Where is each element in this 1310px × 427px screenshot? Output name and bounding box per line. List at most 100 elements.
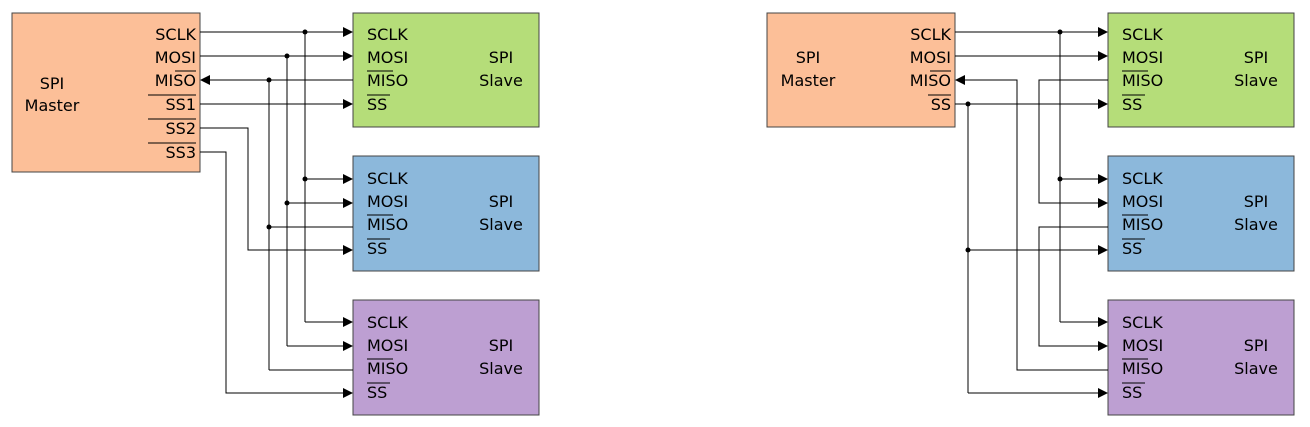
independent-slave-diagram: SPI Master SCLK MOSI MISO SS1 SS2 SS3 SC… [11, 12, 540, 416]
slave-box-2 [352, 155, 540, 272]
arrow-icon [343, 51, 353, 61]
arrow-icon [1098, 341, 1108, 351]
slave-1-title-line-2: Slave [479, 71, 523, 90]
slave-3-title-line-1: SPI [489, 336, 514, 355]
slave-block-1: SCLK MOSI MISO SS SPI Slave [1107, 12, 1295, 128]
junction-dot [1057, 176, 1063, 182]
arrow-icon [200, 75, 210, 85]
master-pin-ss2: SS2 [166, 119, 197, 138]
slave-1-pin-sclk: SCLK [1122, 25, 1163, 44]
arrow-icon [343, 388, 353, 398]
ss3-wire [200, 151, 345, 394]
slave-block-3: SCLK MOSI MISO SS SPI Slave [1107, 299, 1295, 416]
slave-2-pin-miso: MISO [367, 215, 408, 234]
slave-3-pin-ss: SS [367, 383, 387, 402]
chain-wire-1-2 [1038, 79, 1108, 204]
slave-3-pin-miso: MISO [1122, 359, 1163, 378]
slave-block-2: SCLK MOSI MISO SS SPI Slave [1107, 155, 1295, 272]
arrow-icon [1098, 198, 1108, 208]
ss2-wire [200, 127, 345, 251]
master-pin-ss1: SS1 [166, 95, 197, 114]
slave-2-pin-mosi: MOSI [367, 192, 408, 211]
slave-2-pin-sclk: SCLK [1122, 169, 1163, 188]
slave-2-pin-ss: SS [1122, 239, 1142, 258]
slave-1-pin-miso: MISO [1122, 71, 1163, 90]
master-block: SPI Master SCLK MOSI MISO SS [766, 12, 956, 128]
master-pin-ss: SS [931, 95, 951, 114]
slave-1-title-line-1: SPI [489, 48, 514, 67]
slave-3-title-line-2: Slave [479, 359, 523, 378]
slave-3-title-line-1: SPI [1244, 336, 1269, 355]
arrow-icon [343, 341, 353, 351]
slave-block-2: SCLK MOSI MISO SS SPI Slave [352, 155, 540, 272]
arrow-icon [1098, 27, 1108, 37]
master-title-line-2: Master [781, 71, 836, 90]
junction-dot [302, 176, 308, 182]
junction-dot [965, 101, 971, 107]
master-title-line-1: SPI [796, 48, 821, 67]
arrow-icon [343, 99, 353, 109]
arrow-icon [1098, 99, 1108, 109]
slave-1-title-line-1: SPI [1244, 48, 1269, 67]
arrow-icon [955, 75, 965, 85]
master-title-line-2: Master [25, 96, 80, 115]
master-pin-mosi: MOSI [155, 48, 196, 67]
master-pin-miso: MISO [155, 71, 196, 90]
junction-dot [266, 224, 272, 230]
slave-3-title-line-2: Slave [1234, 359, 1278, 378]
master-pin-mosi: MOSI [910, 48, 951, 67]
junction-dot [284, 53, 290, 59]
arrow-icon [1098, 174, 1108, 184]
arrow-icon [1098, 245, 1108, 255]
miso-wire [210, 79, 353, 371]
junction-dot [965, 247, 971, 253]
chain-wire-2-3 [1038, 226, 1108, 347]
slave-box-3 [352, 299, 540, 416]
slave-2-pin-mosi: MOSI [1122, 192, 1163, 211]
arrow-icon [343, 198, 353, 208]
slave-1-pin-sclk: SCLK [367, 25, 408, 44]
bus-wires [200, 27, 353, 398]
slave-3-pin-sclk: SCLK [1122, 313, 1163, 332]
slave-3-pin-mosi: MOSI [367, 336, 408, 355]
arrow-icon [343, 174, 353, 184]
master-pin-ss3: SS3 [166, 143, 197, 162]
slave-block-3: SCLK MOSI MISO SS SPI Slave [352, 299, 540, 416]
master-box [11, 12, 201, 173]
junction-dot [302, 29, 308, 35]
arrow-icon [343, 317, 353, 327]
slave-2-title-line-1: SPI [489, 192, 514, 211]
slave-3-pin-ss: SS [1122, 383, 1142, 402]
arrow-icon [343, 27, 353, 37]
master-block: SPI Master SCLK MOSI MISO SS1 SS2 SS3 [11, 12, 201, 173]
slave-1-pin-mosi: MOSI [1122, 48, 1163, 67]
junction-dot [1057, 29, 1063, 35]
slave-box-3 [1107, 299, 1295, 416]
arrow-icon [343, 245, 353, 255]
slave-box-1 [352, 12, 540, 128]
master-box [766, 12, 956, 128]
slave-3-pin-mosi: MOSI [1122, 336, 1163, 355]
daisy-chain-wires [955, 27, 1108, 398]
slave-3-pin-miso: MISO [367, 359, 408, 378]
slave-box-1 [1107, 12, 1295, 128]
arrow-icon [1098, 317, 1108, 327]
slave-block-1: SCLK MOSI MISO SS SPI Slave [352, 12, 540, 128]
slave-1-pin-ss: SS [367, 95, 387, 114]
junction-dot [284, 200, 290, 206]
junction-dot [266, 77, 272, 83]
arrow-icon [1098, 51, 1108, 61]
mosi-wire [200, 55, 345, 347]
slave-3-pin-sclk: SCLK [367, 313, 408, 332]
slave-2-pin-sclk: SCLK [367, 169, 408, 188]
slave-2-title-line-2: Slave [1234, 215, 1278, 234]
miso-return-wire [965, 79, 1108, 371]
slave-1-pin-miso: MISO [367, 71, 408, 90]
slave-2-pin-miso: MISO [1122, 215, 1163, 234]
master-pin-miso: MISO [910, 71, 951, 90]
slave-box-2 [1107, 155, 1295, 272]
slave-1-pin-mosi: MOSI [367, 48, 408, 67]
master-pin-sclk: SCLK [155, 25, 196, 44]
daisy-chain-diagram: SPI Master SCLK MOSI MISO SS SCLK MOSI M… [766, 12, 1295, 416]
